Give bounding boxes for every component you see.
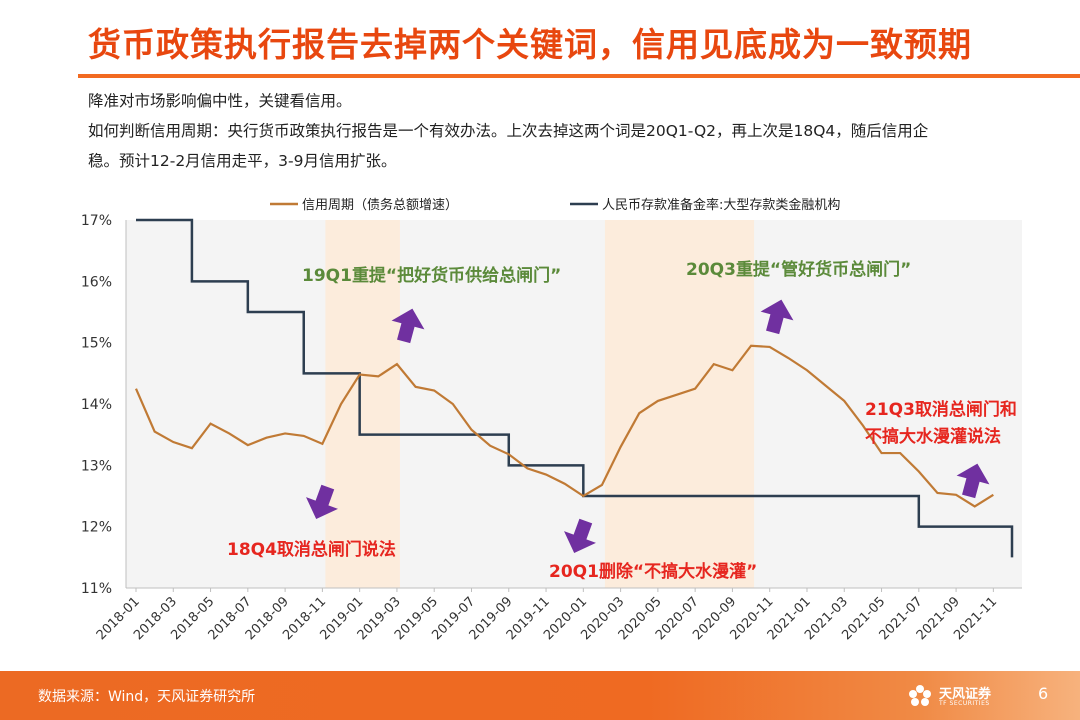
plot-background xyxy=(126,220,1022,588)
annotation-text-3: 20Q1删除“不搞大水漫灌” xyxy=(549,561,757,582)
arrow-up-icon xyxy=(956,463,990,499)
shaded-period-0 xyxy=(325,220,400,588)
page-number: 6 xyxy=(1038,684,1049,703)
title-divider xyxy=(78,74,1080,78)
annotation-text-5: 不搞大水漫灌说法 xyxy=(865,426,1001,447)
body-line-3: 稳。预计12-2月信用走平，3-9月信用扩张。 xyxy=(88,152,397,170)
arrow-down-icon xyxy=(306,484,338,519)
shaded-period-1 xyxy=(604,220,755,588)
page-title: 货币政策执行报告去掉两个关键词，信用见底成为一致预期 xyxy=(88,25,972,64)
legend-label-1: 人民币存款准备金率:大型存款类金融机构 xyxy=(602,197,840,213)
company-logo: 天风证券 TF SECURITIES xyxy=(905,681,1025,711)
logo-flower-icon xyxy=(909,685,931,706)
y-tick-label: 15% xyxy=(81,336,112,352)
y-tick-label: 17% xyxy=(81,213,112,229)
body-text: 降准对市场影响偏中性，关键看信用。 如何判断信用周期：央行货币政策执行报告是一个… xyxy=(88,86,1048,176)
logo-subtext: TF SECURITIES xyxy=(939,700,990,707)
data-source-note: 数据来源：Wind，天风证券研究所 xyxy=(38,689,256,705)
y-tick-label: 13% xyxy=(81,458,112,474)
arrow-up-icon xyxy=(391,308,425,344)
annotation-text-4: 21Q3取消总闸门和 xyxy=(865,399,1017,420)
series-line-reserve-ratio xyxy=(136,218,1014,558)
legend-label-0: 信用周期（债务总额增速） xyxy=(302,197,458,213)
arrow-down-icon xyxy=(564,518,596,553)
y-tick-label: 12% xyxy=(81,520,112,536)
series-line-credit-cycle xyxy=(134,344,994,508)
annotation-text-1: 20Q3重提“管好货币总闸门” xyxy=(686,259,911,280)
arrow-up-icon xyxy=(760,299,794,335)
body-line-2: 如何判断信用周期：央行货币政策执行报告是一个有效办法。上次去掉这两个词是20Q1… xyxy=(88,122,929,140)
logo-text: 天风证券 xyxy=(939,687,992,702)
footer-bar: 数据来源：Wind，天风证券研究所 天风证券 TF SECURITIES 6 xyxy=(0,671,1080,720)
y-tick-label: 14% xyxy=(81,397,112,413)
body-line-1: 降准对市场影响偏中性，关键看信用。 xyxy=(88,92,352,110)
y-tick-label: 11% xyxy=(81,581,112,597)
credit-cycle-chart: 11%12%13%14%15%16%17%2018-012018-032018-… xyxy=(81,197,1022,643)
annotation-text-0: 19Q1重提“把好货币供给总闸门” xyxy=(302,265,561,286)
y-tick-label: 16% xyxy=(81,274,112,290)
annotation-text-2: 18Q4取消总闸门说法 xyxy=(227,539,396,560)
